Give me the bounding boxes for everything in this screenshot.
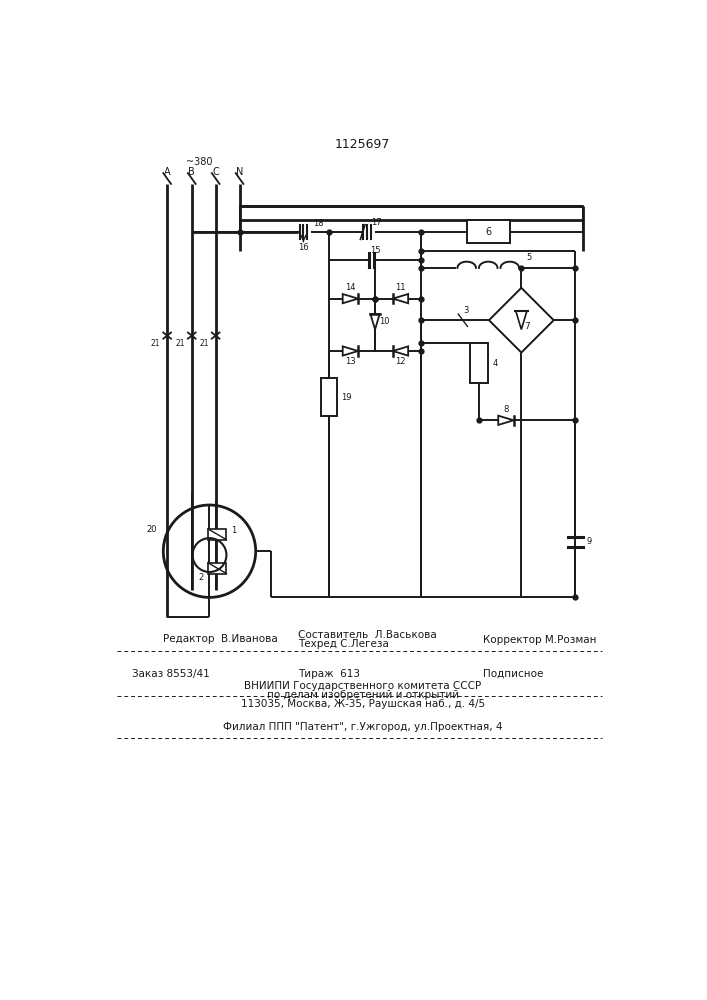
Bar xyxy=(321,378,337,416)
Text: B: B xyxy=(188,167,195,177)
Text: 113035, Москва, Ж-35, Раушская наб., д. 4/5: 113035, Москва, Ж-35, Раушская наб., д. … xyxy=(240,699,485,709)
Text: N: N xyxy=(236,167,243,177)
Text: Заказ 8553/41: Заказ 8553/41 xyxy=(132,669,210,679)
Text: 5: 5 xyxy=(527,253,532,262)
Text: ВНИИПИ Государственного комитета СССР: ВНИИПИ Государственного комитета СССР xyxy=(244,681,481,691)
Polygon shape xyxy=(343,294,358,303)
Text: C: C xyxy=(212,167,219,177)
Text: 17: 17 xyxy=(371,218,382,227)
Polygon shape xyxy=(393,346,408,356)
Text: 9: 9 xyxy=(586,537,591,546)
Text: Техред С.Легеза: Техред С.Легеза xyxy=(298,639,389,649)
Text: 8: 8 xyxy=(503,405,508,414)
Text: 21: 21 xyxy=(175,339,185,348)
Text: 15: 15 xyxy=(370,246,380,255)
Text: 13: 13 xyxy=(345,357,356,366)
Text: 12: 12 xyxy=(395,357,406,366)
Text: 21: 21 xyxy=(199,339,209,348)
Text: Корректор М.Розман: Корректор М.Розман xyxy=(483,635,596,645)
Text: по делам изобретений и открытий: по делам изобретений и открытий xyxy=(267,690,459,700)
Polygon shape xyxy=(516,311,527,329)
Text: 2: 2 xyxy=(198,573,204,582)
Text: Составитель  Л.Васькова: Составитель Л.Васькова xyxy=(298,630,437,640)
Text: 19: 19 xyxy=(341,393,351,402)
Text: 20: 20 xyxy=(146,525,157,534)
Text: ~380: ~380 xyxy=(186,157,213,167)
Bar xyxy=(208,563,226,574)
Polygon shape xyxy=(489,288,554,353)
Text: Тираж  613: Тираж 613 xyxy=(298,669,360,679)
Text: Филиал ППП "Патент", г.Ужгород, ул.Проектная, 4: Филиал ППП "Патент", г.Ужгород, ул.Проек… xyxy=(223,722,503,732)
Polygon shape xyxy=(498,416,514,425)
Text: 21: 21 xyxy=(151,339,160,348)
Bar xyxy=(208,529,226,540)
Polygon shape xyxy=(370,314,380,329)
Text: 10: 10 xyxy=(379,317,390,326)
Text: A: A xyxy=(164,167,170,177)
Text: 1125697: 1125697 xyxy=(335,138,390,151)
Text: 6: 6 xyxy=(485,227,491,237)
Text: Подписное: Подписное xyxy=(483,669,543,679)
Text: 14: 14 xyxy=(345,283,356,292)
Text: 16: 16 xyxy=(298,243,309,252)
Text: 18: 18 xyxy=(313,219,324,228)
Bar xyxy=(469,343,489,383)
Bar xyxy=(467,220,510,243)
Polygon shape xyxy=(343,346,358,356)
Polygon shape xyxy=(393,294,408,303)
Text: 1: 1 xyxy=(231,526,236,535)
Text: Редактор  В.Иванова: Редактор В.Иванова xyxy=(163,634,278,644)
Text: 7: 7 xyxy=(525,322,530,331)
Text: 11: 11 xyxy=(395,283,406,292)
Text: 3: 3 xyxy=(463,306,469,315)
Text: 4: 4 xyxy=(493,359,498,368)
